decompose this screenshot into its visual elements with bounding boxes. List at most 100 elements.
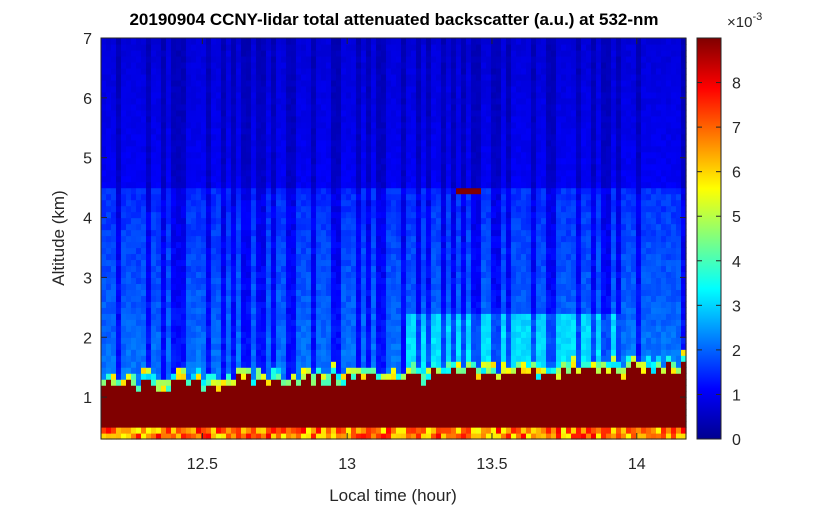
heatmap-cell — [261, 163, 267, 171]
heatmap-cell — [391, 175, 397, 183]
heatmap-cell — [356, 313, 362, 320]
heatmap-cell — [316, 331, 322, 338]
heatmap-cell — [136, 427, 142, 434]
heatmap-cell — [386, 199, 392, 207]
heatmap-cell — [281, 67, 287, 75]
heatmap-cell — [136, 301, 142, 308]
heatmap-cell — [391, 397, 397, 404]
heatmap-cell — [381, 187, 387, 195]
heatmap-cell — [101, 241, 107, 249]
heatmap-cell — [146, 271, 152, 279]
heatmap-cell — [211, 211, 217, 219]
heatmap-cell — [171, 391, 177, 398]
heatmap-cell — [106, 139, 112, 147]
heatmap-cell — [221, 127, 227, 135]
heatmap-cell — [376, 163, 382, 171]
heatmap-cell — [341, 403, 347, 410]
heatmap-cell — [461, 61, 467, 69]
heatmap-cell — [171, 175, 177, 183]
heatmap-cell — [326, 319, 332, 326]
heatmap-cell — [346, 373, 352, 380]
heatmap-cell — [316, 97, 322, 105]
heatmap-cell — [191, 301, 197, 308]
heatmap-cell — [346, 229, 352, 237]
heatmap-cell — [181, 361, 187, 368]
heatmap-cell — [341, 319, 347, 326]
heatmap-cell — [311, 133, 317, 141]
heatmap-cell — [266, 319, 272, 326]
heatmap-cell — [241, 175, 247, 183]
heatmap-cell — [291, 115, 297, 123]
heatmap-cell — [171, 277, 177, 284]
heatmap-cell — [171, 115, 177, 123]
heatmap-cell — [436, 331, 442, 338]
heatmap-cell — [471, 355, 477, 362]
heatmap-cell — [281, 295, 287, 302]
heatmap-cell — [351, 409, 357, 416]
heatmap-cell — [241, 385, 247, 392]
heatmap-cell — [116, 211, 122, 219]
heatmap-cell — [441, 115, 447, 123]
heatmap-cell — [336, 109, 342, 117]
heatmap-cell — [401, 49, 407, 57]
heatmap-cell — [331, 97, 337, 105]
heatmap-cell — [251, 121, 257, 129]
heatmap-cell — [141, 139, 147, 147]
heatmap-cell — [321, 181, 327, 189]
heatmap-cell — [196, 211, 202, 219]
heatmap-cell — [381, 385, 387, 392]
heatmap-cell — [141, 61, 147, 69]
heatmap-cell — [391, 223, 397, 231]
heatmap-cell — [256, 229, 262, 237]
heatmap-cell — [226, 307, 232, 314]
heatmap-cell — [441, 91, 447, 99]
heatmap-cell — [311, 67, 317, 75]
heatmap-cell — [401, 253, 407, 261]
heatmap-cell — [466, 415, 472, 422]
heatmap-cell — [241, 217, 247, 225]
heatmap-cell — [401, 415, 407, 422]
heatmap-cell — [381, 331, 387, 338]
heatmap-cell — [386, 49, 392, 57]
heatmap-cell — [106, 343, 112, 350]
heatmap-cell — [136, 253, 142, 261]
heatmap-cell — [101, 235, 107, 243]
heatmap-cell — [296, 295, 302, 302]
heatmap-cell — [256, 73, 262, 81]
heatmap-cell — [376, 397, 382, 404]
heatmap-cell — [266, 271, 272, 279]
heatmap-cell — [361, 115, 367, 123]
heatmap-cell — [421, 319, 427, 326]
heatmap-cell — [316, 229, 322, 237]
heatmap-cell — [201, 235, 207, 243]
heatmap-cell — [316, 283, 322, 290]
heatmap-cell — [336, 157, 342, 165]
heatmap-cell — [301, 349, 307, 356]
heatmap-cell — [361, 385, 367, 392]
heatmap-cell — [206, 145, 212, 153]
heatmap-cell — [141, 85, 147, 93]
heatmap-cell — [416, 163, 422, 171]
heatmap-cell — [236, 283, 242, 290]
heatmap-cell — [271, 103, 277, 111]
heatmap-cell — [406, 193, 412, 201]
heatmap-cell — [306, 427, 312, 434]
heatmap-cell — [151, 163, 157, 171]
heatmap-cell — [166, 127, 172, 135]
heatmap-cell — [121, 307, 127, 314]
heatmap-cell — [326, 289, 332, 296]
heatmap-cell — [401, 271, 407, 279]
heatmap-cell — [131, 241, 137, 249]
heatmap-cell — [456, 313, 462, 320]
heatmap-cell — [226, 199, 232, 207]
heatmap-cell — [246, 145, 252, 153]
heatmap-cell — [276, 271, 282, 279]
heatmap-cell — [151, 337, 157, 344]
heatmap-cell — [216, 109, 222, 117]
heatmap-cell — [441, 85, 447, 93]
heatmap-cell — [136, 403, 142, 410]
heatmap-cell — [256, 145, 262, 153]
heatmap-cell — [466, 103, 472, 111]
heatmap-cell — [276, 229, 282, 237]
heatmap-cell — [241, 139, 247, 147]
